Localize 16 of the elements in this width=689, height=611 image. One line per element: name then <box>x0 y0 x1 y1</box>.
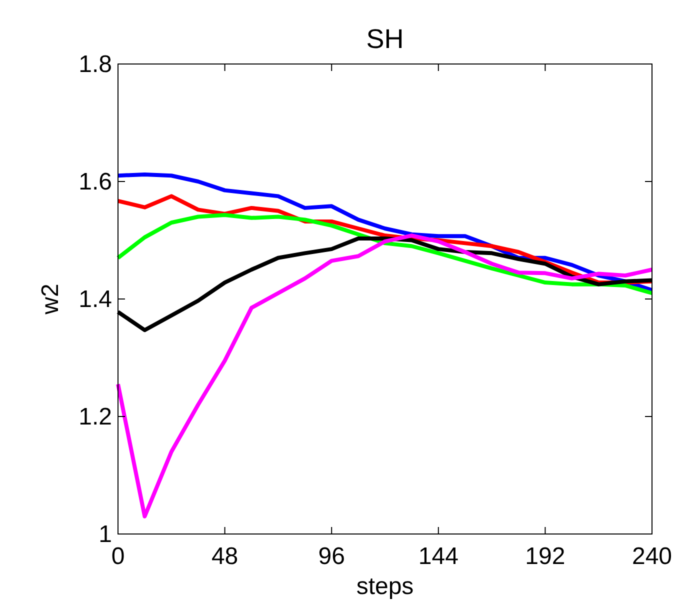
chart-title: SH <box>366 24 404 54</box>
x-tick-label: 144 <box>418 543 458 570</box>
x-tick-label: 240 <box>632 543 672 570</box>
y-axis-title: w2 <box>37 284 64 316</box>
y-tick-label: 1.4 <box>78 286 112 313</box>
y-tick-label: 1.2 <box>78 404 112 430</box>
y-tick-label: 1 <box>98 521 112 548</box>
x-tick-label: 96 <box>318 543 345 570</box>
line-series <box>116 234 654 518</box>
y-tick-label: 1.6 <box>78 168 112 196</box>
x-tick-label: 0 <box>111 543 125 570</box>
line-series <box>116 212 654 296</box>
x-tick-label: 192 <box>525 543 566 570</box>
x-tick-label: 48 <box>211 543 238 570</box>
y-tick-label: 1.8 <box>78 51 112 78</box>
x-axis-title: steps <box>356 573 414 600</box>
